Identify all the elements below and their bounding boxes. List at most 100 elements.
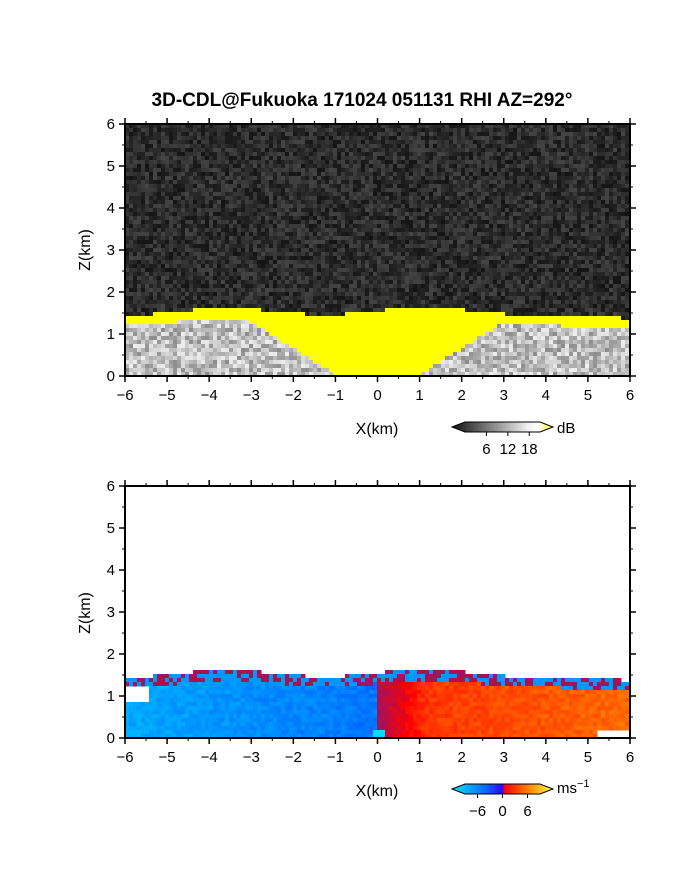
field-cell — [389, 244, 394, 249]
field-cell — [237, 356, 242, 361]
field-cell — [369, 204, 374, 209]
field-cell — [433, 312, 438, 317]
field-cell — [273, 144, 278, 149]
field-cell — [433, 148, 438, 153]
field-cell — [301, 248, 306, 253]
field-cell — [337, 336, 342, 341]
field-cell — [433, 280, 438, 285]
field-cell — [173, 268, 178, 273]
field-cell — [213, 136, 218, 141]
field-cell — [389, 284, 394, 289]
field-cell — [157, 320, 162, 325]
field-cell — [241, 332, 246, 337]
field-cell — [429, 220, 434, 225]
field-cell — [177, 248, 182, 253]
field-cell — [361, 292, 366, 297]
field-cell — [249, 304, 254, 309]
field-cell — [261, 244, 266, 249]
field-cell — [397, 204, 402, 209]
field-cell — [321, 124, 326, 129]
field-cell — [169, 356, 174, 361]
field-cell — [373, 292, 378, 297]
field-cell — [229, 136, 234, 141]
field-cell — [405, 344, 410, 349]
field-cell — [429, 204, 434, 209]
field-cell — [405, 160, 410, 165]
field-cell — [245, 292, 250, 297]
field-cell — [341, 372, 346, 376]
field-cell — [225, 144, 230, 149]
field-cell — [141, 148, 146, 153]
field-cell — [389, 140, 394, 145]
field-cell — [261, 308, 266, 313]
field-cell — [329, 132, 334, 137]
field-cell — [417, 312, 422, 317]
field-cell — [317, 232, 322, 237]
field-cell — [421, 312, 426, 317]
field-cell — [209, 348, 214, 353]
field-cell — [213, 300, 218, 305]
field-cell — [141, 252, 146, 257]
field-cell — [237, 184, 242, 189]
field-cell — [377, 312, 382, 317]
field-cell — [157, 248, 162, 253]
field-cell — [277, 224, 282, 229]
field-cell — [413, 336, 418, 341]
field-cell — [217, 232, 222, 237]
field-cell — [245, 244, 250, 249]
field-cell — [337, 156, 342, 161]
field-cell — [373, 256, 378, 261]
field-cell — [361, 284, 366, 289]
field-cell — [429, 316, 434, 321]
field-cell — [173, 316, 178, 321]
field-cell — [277, 212, 282, 217]
field-cell — [409, 252, 414, 257]
field-cell — [133, 324, 138, 329]
field-cell — [345, 284, 350, 289]
field-cell — [321, 192, 326, 197]
field-cell — [441, 160, 446, 165]
field-cell — [181, 160, 186, 165]
field-cell — [381, 256, 386, 261]
field-cell — [353, 144, 358, 149]
field-cell — [245, 216, 250, 221]
field-cell — [317, 324, 322, 329]
field-cell — [217, 368, 222, 373]
field-cell — [185, 348, 190, 353]
field-cell — [405, 308, 410, 313]
field-cell — [401, 296, 406, 301]
field-cell — [321, 216, 326, 221]
field-cell — [169, 240, 174, 245]
field-cell — [213, 224, 218, 229]
field-cell — [357, 200, 362, 205]
field-cell — [225, 232, 230, 237]
field-cell — [225, 204, 230, 209]
field-cell — [129, 260, 134, 265]
field-cell — [169, 276, 174, 281]
field-cell — [345, 260, 350, 265]
field-cell — [197, 128, 202, 133]
field-cell — [313, 288, 318, 293]
field-cell — [197, 164, 202, 169]
field-cell — [361, 324, 366, 329]
field-cell — [125, 268, 130, 273]
field-cell — [237, 260, 242, 265]
field-cell — [261, 172, 266, 177]
field-cell — [357, 128, 362, 133]
field-cell — [165, 248, 170, 253]
field-cell — [129, 256, 134, 261]
field-cell — [349, 368, 354, 373]
field-cell — [277, 160, 282, 165]
field-cell — [289, 132, 294, 137]
field-cell — [437, 132, 442, 137]
field-cell — [185, 332, 190, 337]
field-cell — [221, 196, 226, 201]
field-cell — [221, 344, 226, 349]
field-cell — [405, 224, 410, 229]
field-cell — [125, 284, 130, 289]
field-cell — [377, 172, 382, 177]
field-cell — [181, 144, 186, 149]
field-cell — [221, 140, 226, 145]
field-cell — [125, 204, 130, 209]
field-cell — [185, 204, 190, 209]
